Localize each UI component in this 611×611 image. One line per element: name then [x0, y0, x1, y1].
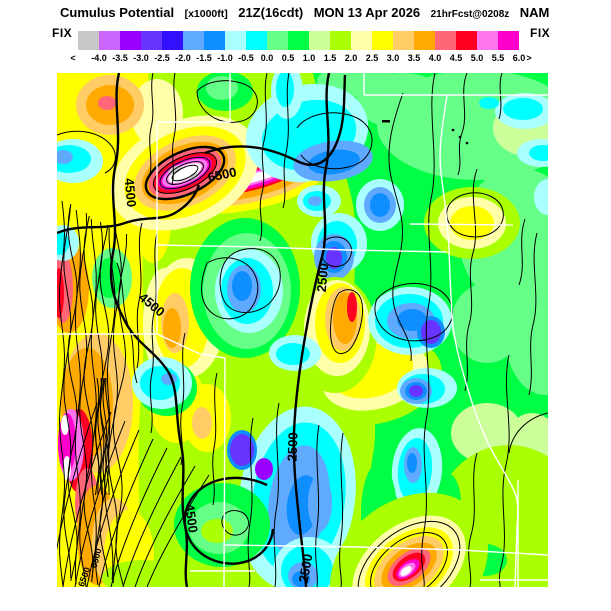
colorbar-cell [120, 31, 141, 50]
contour-label: 2500 [296, 553, 316, 584]
chart-title: Cumulus Potential [x1000ft] 21Z(16cdt) M… [57, 4, 550, 22]
colorbar-tick: 0.5 [281, 53, 295, 63]
title-units: [x1000ft] [184, 8, 228, 20]
terrain-contour-line [86, 429, 140, 588]
terrain-contour-line [99, 377, 105, 496]
colorbar-tick: 5.5 [491, 53, 505, 63]
state-borders [57, 73, 549, 588]
colorbar-cell [162, 31, 183, 50]
colorbar-cell [414, 31, 435, 50]
contour-label: 4500 [182, 503, 201, 534]
station-marks [382, 120, 469, 145]
colorbar-tick: 1.5 [323, 53, 337, 63]
colorbar-tick: -4.0 [91, 53, 107, 63]
colorbar-cell [183, 31, 204, 50]
colorbar-tick: -3.0 [133, 53, 149, 63]
colorbar-tick: -2.5 [154, 53, 170, 63]
terrain-contour-line [105, 377, 110, 496]
forecast-map: 6500 4500 4500 4500 2500 2500 2500 6500 6500 [43, 63, 585, 611]
title-forecast: 21hrFcst@0208z [430, 9, 510, 20]
colorbar-cell [330, 31, 351, 50]
terrain-contour-line [79, 212, 88, 588]
terrain-contour-line [122, 456, 182, 588]
contour-label: 4500 [122, 178, 139, 208]
contour-label: 6500 [206, 164, 237, 185]
colorbar-cell [267, 31, 288, 50]
terrain-contour-line [58, 200, 66, 587]
terrain-contour-line [67, 206, 78, 582]
terrain-contour-line [90, 218, 97, 583]
colorbar-tick: 5.0 [470, 53, 484, 63]
colorbar-tick: < [70, 53, 76, 63]
terrain-contour-line [102, 377, 108, 496]
title-model: NAM [519, 5, 550, 20]
terrain-contour-line [83, 215, 94, 580]
colorbar-cell [141, 31, 162, 50]
colorbar-tick: -2.0 [175, 53, 191, 63]
colorbar-ticks: < -4.0 -3.5 -3.0 -2.5 -2.0 -1.5 -1.0 -0.5 0.0 0.5 1… [0, 53, 611, 65]
terrain-contour-line [74, 209, 81, 585]
colorbar-tick: 2.5 [365, 53, 379, 63]
terrain-contour-line [62, 411, 112, 588]
contour-label: 2500 [314, 263, 331, 293]
colorbar-tick: 2.0 [344, 53, 358, 63]
terrain-contour-line [94, 377, 100, 496]
title-valid-time: 21Z(16cdt) [238, 5, 304, 20]
colorbar-cell [204, 31, 225, 50]
colorbar-cell [498, 31, 519, 50]
colorbar-cell [393, 31, 414, 50]
title-valid-date: MON 13 Apr 2026 [313, 5, 421, 20]
colorbar-cell [372, 31, 393, 50]
colorbar-tick: 3.0 [386, 53, 400, 63]
colorbar-cell [246, 31, 267, 50]
title-field: Cumulus Potential [60, 5, 175, 20]
colorbar-tick: 1.0 [302, 53, 316, 63]
terrain-contour-line [74, 420, 126, 588]
colorbar-tick: 4.5 [449, 53, 463, 63]
colorbar-tick: -1.5 [196, 53, 212, 63]
colorbar-tick: 6.0 [512, 53, 526, 63]
colorbar-cell [309, 31, 330, 50]
colorbar-cell [78, 31, 99, 50]
colorbar-cell [99, 31, 120, 50]
fix-label-left: FIX [52, 26, 73, 40]
colorbar-cell [351, 31, 372, 50]
terrain-contour-line [134, 465, 196, 588]
colorbar-cell [435, 31, 456, 50]
colorbar-cell [456, 31, 477, 50]
terrain-contours [56, 72, 549, 611]
terrain-contour-line [112, 233, 127, 587]
colorbar-cell [288, 31, 309, 50]
terrain-contour-line [97, 377, 102, 495]
colorbar-tick: > [526, 53, 532, 63]
terrain-contours-generated [50, 200, 210, 588]
terrain-contour-line [110, 447, 168, 588]
fix-label-right: FIX [530, 26, 551, 40]
terrain-contour-line [98, 438, 154, 588]
colorbar-cell [225, 31, 246, 50]
colorbar-tick: -3.5 [112, 53, 128, 63]
colorbar-tick: 3.5 [407, 53, 421, 63]
colorbar [78, 31, 519, 50]
colorbar-tick: -0.5 [238, 53, 254, 63]
colorbar-tick: 4.0 [428, 53, 442, 63]
terrain-contour-line [104, 228, 116, 581]
colorbar-tick: 0.0 [260, 53, 274, 63]
colorbar-tick: -1.0 [217, 53, 233, 63]
contour-label: 2500 [285, 432, 301, 461]
colorbar-cell [477, 31, 498, 50]
